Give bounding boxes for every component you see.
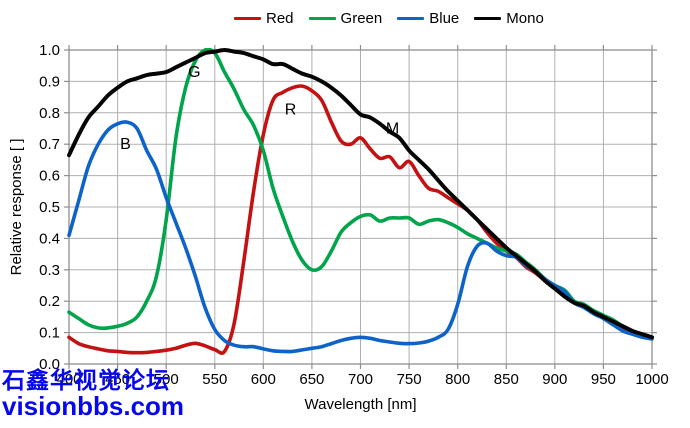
legend-swatch-blue [397, 17, 425, 20]
legend-swatch-green [308, 17, 336, 20]
chart-legend: Red Green Blue Mono [234, 10, 544, 27]
legend-item-mono: Mono [474, 10, 544, 27]
x-tick-label-700: 700 [348, 371, 373, 388]
legend-swatch-mono [474, 17, 502, 20]
y-tick-label-0.6: 0.6 [39, 168, 60, 185]
x-tick-label-500: 500 [154, 371, 179, 388]
x-tick-label-900: 900 [542, 371, 567, 388]
y-tick-label-0.8: 0.8 [39, 105, 60, 122]
legend-label: Green [340, 10, 383, 27]
legend-item-red: Red [234, 10, 294, 27]
y-tick-label-0.1: 0.1 [39, 325, 60, 342]
x-tick-label-600: 600 [251, 371, 276, 388]
x-axis-title: Wavelength [nm] [305, 396, 417, 413]
curve-annotation-R: R [285, 102, 297, 119]
y-tick-label-0.5: 0.5 [39, 199, 60, 216]
watermark: 石鑫华视觉论坛 visionbbs.com [2, 367, 185, 421]
x-tick-label-450: 450 [105, 371, 130, 388]
x-tick-label-550: 550 [202, 371, 227, 388]
y-axis-title: Relative response [ ] [8, 139, 25, 276]
legend-swatch-red [234, 17, 261, 20]
y-tick-label-0.4: 0.4 [39, 230, 60, 247]
curve-mono [67, 48, 654, 340]
x-tick-label-750: 750 [397, 371, 422, 388]
curve-blue [67, 120, 654, 354]
curve-annotation-B: B [120, 136, 131, 153]
y-tick-label-0.3: 0.3 [39, 262, 60, 279]
y-tick-label-0.2: 0.2 [39, 293, 60, 310]
x-tick-label-650: 650 [299, 371, 324, 388]
legend-item-blue: Blue [397, 10, 459, 27]
x-tick-label-800: 800 [445, 371, 470, 388]
y-tick-label-1.0: 1.0 [39, 42, 60, 59]
x-tick-label-950: 950 [591, 371, 616, 388]
x-tick-label-1000: 1000 [635, 371, 668, 388]
watermark-line-2: visionbbs.com [2, 390, 185, 421]
x-tick-label-850: 850 [494, 371, 519, 388]
legend-item-green: Green [308, 10, 383, 27]
y-tick-label-0.9: 0.9 [39, 73, 60, 90]
watermark-line-1: 石鑫华视觉论坛 [2, 367, 170, 393]
legend-label: Red [266, 10, 294, 27]
curve-annotation-M: M [386, 121, 399, 138]
x-tick-label-400: 400 [56, 371, 81, 388]
curve-annotation-G: G [188, 64, 200, 81]
legend-label: Mono [506, 10, 544, 27]
y-tick-label-0.7: 0.7 [39, 136, 60, 153]
y-tick-label-0.0: 0.0 [39, 356, 60, 373]
legend-label: Blue [429, 10, 460, 27]
